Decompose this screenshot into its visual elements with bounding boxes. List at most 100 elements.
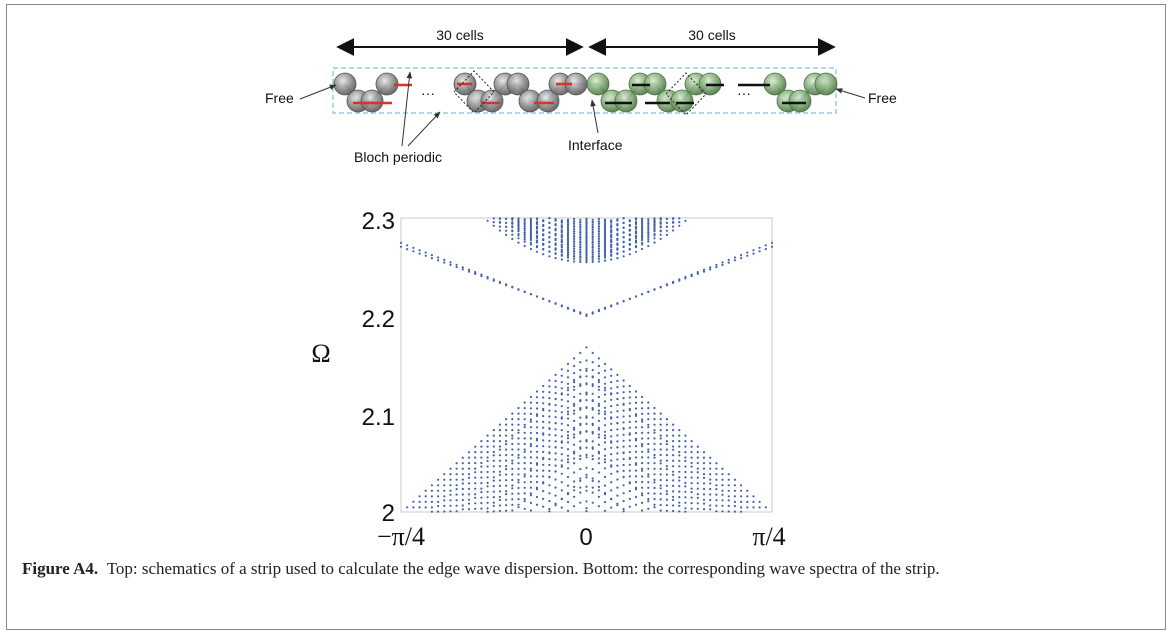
lower-band-point (696, 487, 699, 490)
upper-band-point (566, 246, 570, 249)
lower-band-point (486, 456, 489, 459)
lower-band-point (486, 501, 489, 504)
lower-band-point (672, 459, 675, 462)
lower-band-point (486, 507, 489, 510)
lower-band-point (622, 397, 625, 400)
lower-band-point (672, 445, 675, 448)
lower-band-point (542, 475, 545, 478)
lower-band-point (653, 492, 656, 495)
upper-band-point (628, 220, 631, 223)
upper-band-point (585, 254, 588, 257)
edge-state-point (634, 295, 638, 298)
lower-band-point (573, 419, 576, 422)
upper-band-point (560, 219, 563, 222)
lower-band-point (542, 482, 545, 485)
lower-band-point (529, 450, 533, 453)
lower-band-point (727, 484, 730, 487)
lower-band-point (498, 454, 501, 457)
lower-band-point (659, 453, 662, 457)
lower-band-point (486, 465, 489, 468)
lower-band-point (498, 470, 501, 473)
upper-band-point (641, 219, 644, 222)
lower-band-point (585, 507, 588, 510)
lower-band-point (443, 510, 446, 513)
edge-state-point (511, 286, 514, 289)
lower-band-point (511, 442, 514, 446)
lower-band-point (641, 401, 644, 404)
upper-band-point (492, 217, 495, 220)
lower-band-point (603, 484, 607, 487)
upper-band-point (542, 248, 545, 251)
lower-band-point (579, 454, 582, 457)
edge-state-point (455, 266, 458, 269)
upper-band-point (548, 226, 551, 229)
lower-band-point (690, 487, 693, 490)
lower-band-point (579, 491, 582, 494)
lower-band-point (672, 448, 675, 451)
lower-band-point (480, 482, 483, 485)
lower-band-point (511, 437, 514, 440)
upper-band-point (597, 225, 601, 228)
lower-band-point (449, 467, 452, 470)
edge-state-point (480, 275, 483, 278)
upper-band-point (529, 220, 533, 223)
upper-band-point (529, 225, 533, 228)
lower-band-point (647, 497, 650, 501)
bloch-arrow-a (401, 71, 413, 147)
lower-band-point (560, 405, 563, 408)
edge-state-point (461, 266, 464, 269)
lower-band-point (641, 420, 644, 423)
upper-band-point (579, 235, 582, 239)
upper-band-point (498, 221, 501, 224)
lower-band-point (505, 504, 508, 507)
lower-band-point (585, 375, 588, 378)
lower-band-point (498, 434, 501, 437)
lower-band-point (548, 463, 551, 467)
lower-band-point (412, 506, 415, 509)
lower-band-point (554, 386, 557, 389)
lower-band-point (573, 372, 576, 375)
lower-band-point (535, 396, 539, 399)
edge-state-point (709, 266, 712, 269)
upper-band-point (523, 222, 526, 225)
lower-band-point (721, 493, 724, 496)
lower-band-point (702, 508, 706, 511)
upper-band-point (548, 245, 551, 248)
lower-band-point (709, 482, 712, 485)
upper-band-point (529, 237, 533, 240)
upper-band-point (579, 228, 582, 231)
lower-band-point (641, 475, 644, 478)
lower-band-point (690, 496, 693, 499)
edge-state-point (702, 268, 706, 271)
upper-band-point (591, 250, 594, 254)
upper-band-point (591, 235, 594, 239)
lower-band-point (461, 482, 464, 485)
upper-band-point (659, 225, 662, 228)
lower-band-point (672, 429, 675, 432)
lower-band-point (622, 439, 625, 442)
lower-band-point (659, 434, 662, 437)
lower-band-point (653, 437, 656, 440)
lower-band-point (641, 469, 644, 472)
lower-band-point (542, 505, 545, 508)
lower-band-point (603, 424, 607, 427)
edge-state-point (406, 244, 409, 247)
lower-band-point (474, 456, 477, 459)
lower-band-point (573, 428, 576, 431)
upper-band-point (591, 223, 594, 226)
lower-band-point (603, 458, 607, 461)
upper-band-point (634, 241, 638, 244)
lower-band-point (641, 443, 644, 446)
lower-band-point (659, 423, 662, 426)
upper-band-point (492, 224, 495, 227)
upper-band-point (659, 229, 662, 232)
lower-band-point (554, 410, 557, 413)
edge-state-point (399, 245, 403, 248)
lower-band-point (455, 467, 458, 470)
lower-band-point (672, 465, 675, 468)
lower-band-point (467, 508, 471, 511)
lower-band-point (653, 478, 656, 481)
grey-bead (536, 89, 560, 113)
lower-band-point (585, 456, 588, 459)
lower-band-point (492, 465, 495, 468)
